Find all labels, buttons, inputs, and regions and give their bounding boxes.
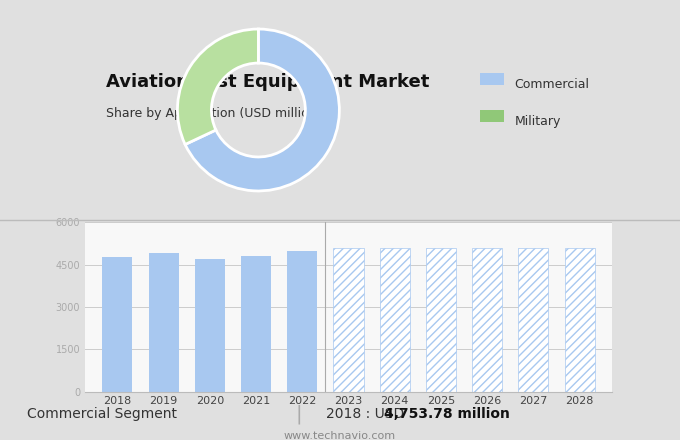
Bar xyxy=(102,257,133,392)
Bar xyxy=(426,248,456,392)
Bar xyxy=(194,259,225,392)
Bar xyxy=(241,256,271,392)
Bar xyxy=(287,251,318,392)
Bar xyxy=(333,248,364,392)
Wedge shape xyxy=(185,29,339,191)
Bar xyxy=(564,248,595,392)
Bar xyxy=(379,248,410,392)
Bar xyxy=(472,248,503,392)
Text: Share by Application (USD million): Share by Application (USD million) xyxy=(106,107,322,120)
FancyBboxPatch shape xyxy=(480,110,504,122)
Text: Commercial: Commercial xyxy=(515,78,590,91)
Text: Commercial Segment: Commercial Segment xyxy=(27,407,177,421)
FancyBboxPatch shape xyxy=(480,73,504,85)
Text: www.technavio.com: www.technavio.com xyxy=(284,431,396,440)
Bar xyxy=(148,253,179,392)
Text: Aviation Test Equipment Market: Aviation Test Equipment Market xyxy=(106,73,430,91)
Text: |: | xyxy=(296,404,303,424)
Bar xyxy=(518,248,549,392)
Text: 2018 : USD: 2018 : USD xyxy=(326,407,409,421)
Wedge shape xyxy=(177,29,258,144)
Text: 4,753.78 million: 4,753.78 million xyxy=(384,407,510,421)
Text: Military: Military xyxy=(515,115,561,128)
